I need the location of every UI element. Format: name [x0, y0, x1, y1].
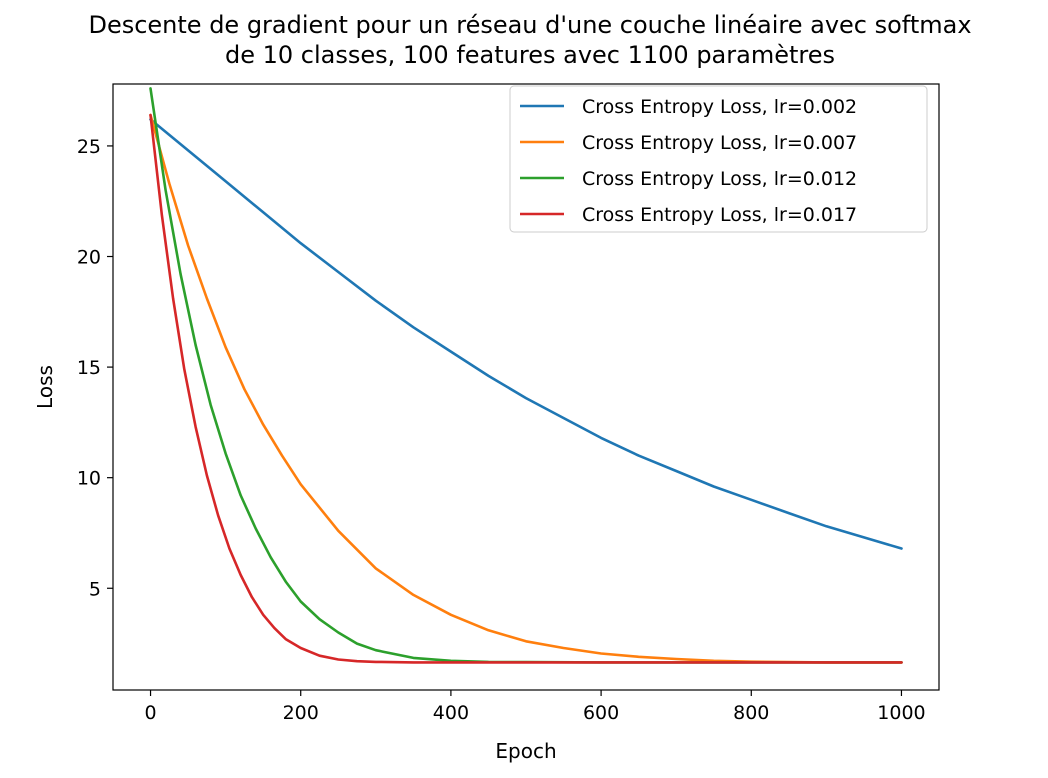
legend-label-1: Cross Entropy Loss, lr=0.002 [582, 96, 857, 118]
chart-title-line-2: de 10 classes, 100 features avec 1100 pa… [225, 41, 835, 69]
legend-box [509, 85, 928, 233]
legend-label-3: Cross Entropy Loss, lr=0.012 [582, 168, 857, 190]
y-axis-label: Loss [33, 365, 57, 409]
x-tick-label: 600 [583, 702, 619, 724]
x-tick-label: 1000 [877, 702, 925, 724]
y-tick-label: 20 [77, 247, 101, 269]
x-tick-label: 800 [733, 702, 769, 724]
y-tick-label: 5 [89, 578, 101, 600]
x-tick-label: 400 [433, 702, 469, 724]
y-tick-label: 15 [77, 357, 101, 379]
x-tick-label: 200 [283, 702, 319, 724]
y-tick-label: 25 [77, 136, 101, 158]
plot-frame [112, 83, 940, 691]
series-layer [149, 87, 903, 664]
legend-label-4: Cross Entropy Loss, lr=0.017 [582, 204, 857, 226]
series-line-1 [149, 118, 903, 550]
legend-label-2: Cross Entropy Loss, lr=0.007 [582, 132, 857, 154]
y-tick-label: 10 [77, 468, 101, 490]
legend: Cross Entropy Loss, lr=0.002 Cross Entrop… [509, 85, 928, 233]
chart-title-line-1: Descente de gradient pour un réseau d'un… [88, 11, 971, 39]
x-tick-label: 0 [144, 702, 156, 724]
series-line-4 [149, 113, 903, 664]
x-axis-label: Epoch [495, 739, 556, 763]
ticks-layer: 0 200 400 600 800 1000 5 10 15 20 25 [77, 136, 926, 724]
